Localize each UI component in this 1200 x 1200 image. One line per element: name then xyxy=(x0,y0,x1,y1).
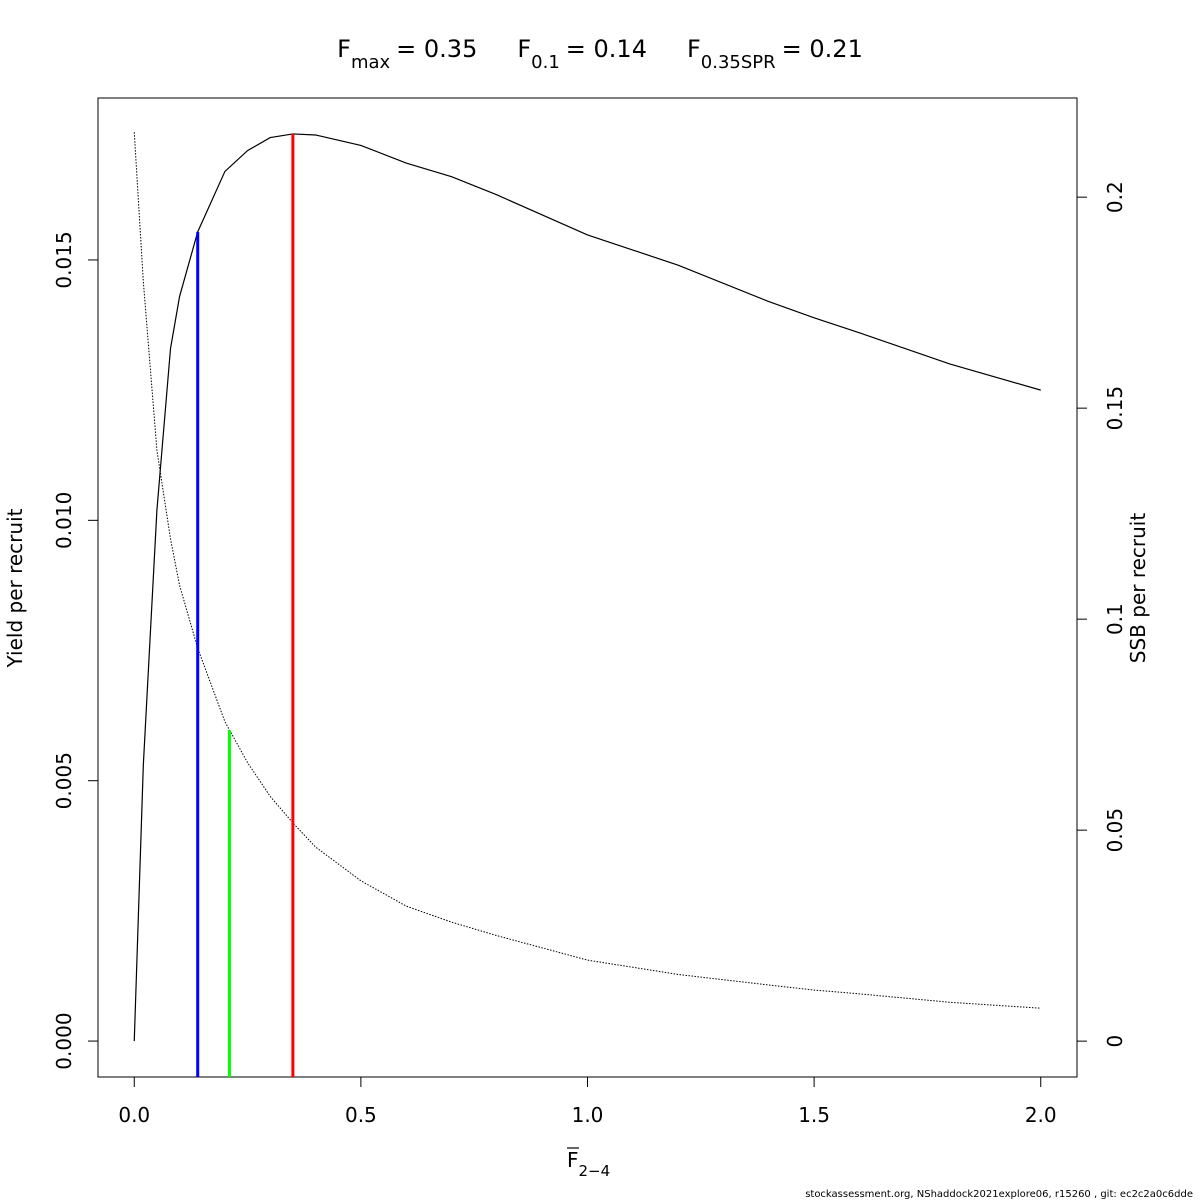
x-axis-label-main: F xyxy=(567,1148,579,1172)
y2-tick-label: 0.05 xyxy=(1103,808,1127,853)
title-symbol: F xyxy=(517,35,531,63)
x-tick-label: 0.0 xyxy=(118,1103,150,1127)
y2-tick-label: 0.2 xyxy=(1103,181,1127,213)
x-tick-label: 1.0 xyxy=(572,1103,604,1127)
plot-frame xyxy=(97,97,1078,1078)
x-tick-label: 0.5 xyxy=(345,1103,377,1127)
x-tick-label: 2.0 xyxy=(1025,1103,1057,1127)
title-value: = 0.35 xyxy=(396,35,477,63)
title-value: = 0.21 xyxy=(782,35,863,63)
x-tick-label: 1.5 xyxy=(798,1103,830,1127)
y2-tick-label: 0 xyxy=(1103,1035,1127,1048)
data-line xyxy=(133,133,1041,1042)
y-tick-label: 0.005 xyxy=(52,752,76,809)
title-subscript: max xyxy=(351,52,391,73)
title-subscript: 0.1 xyxy=(531,52,560,73)
title-subscript: 0.35SPR xyxy=(701,52,776,73)
title-symbol: F xyxy=(337,35,351,63)
chart-title: Fmax = 0.35 F0.1 = 0.14 F0.35SPR = 0.21 xyxy=(337,35,863,73)
y2-tick-label: 0.15 xyxy=(1103,386,1127,431)
title-value: = 0.14 xyxy=(566,35,647,63)
y-tick-label: 0.015 xyxy=(52,231,76,288)
title-symbol: F xyxy=(687,35,701,63)
footer-note: stockassessment.org, NShaddock2021explor… xyxy=(805,1189,1193,1200)
y2-axis-label: SSB per recruit xyxy=(1126,513,1150,664)
y2-tick-label: 0.1 xyxy=(1103,603,1127,635)
data-line xyxy=(133,132,1041,1009)
y-tick-label: 0.010 xyxy=(52,492,76,549)
x-axis-label: F2−4 xyxy=(567,1148,610,1180)
x-axis-label-sub: 2−4 xyxy=(579,1162,611,1180)
y-axis-label: Yield per recruit xyxy=(3,508,27,668)
y-tick-label: 0.000 xyxy=(52,1012,76,1069)
